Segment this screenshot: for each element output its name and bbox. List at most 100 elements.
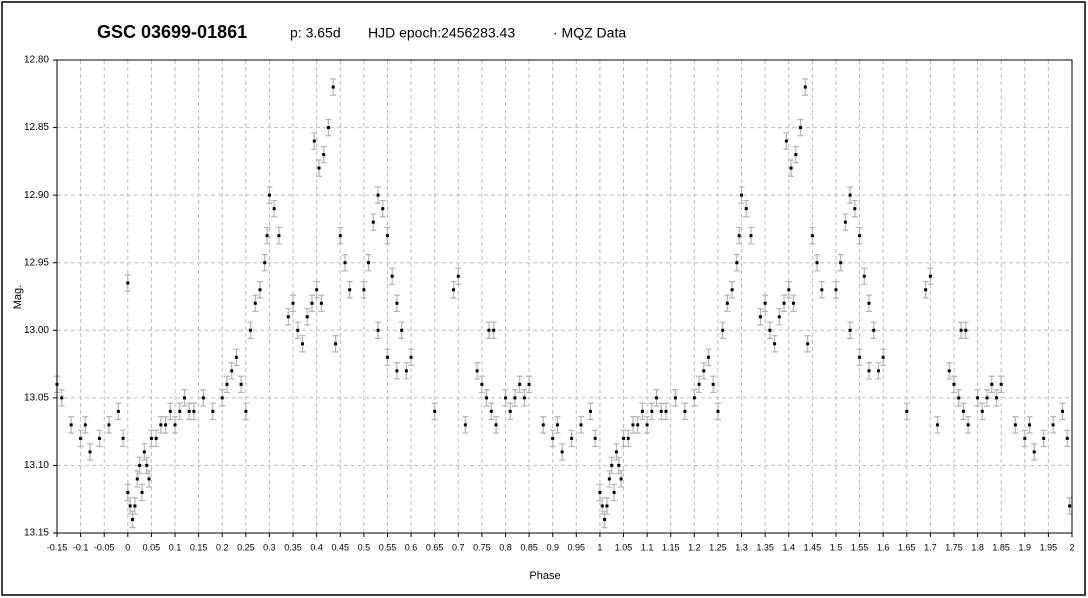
data-point	[961, 409, 965, 413]
x-tick-label: 1.5	[830, 542, 843, 552]
data-point	[806, 342, 810, 346]
data-point	[97, 436, 101, 440]
data-point	[773, 342, 777, 346]
data-point	[508, 409, 512, 413]
data-point	[69, 423, 73, 427]
data-point	[848, 193, 852, 197]
y-tick-label: 12.80	[24, 55, 49, 66]
data-point	[820, 288, 824, 292]
data-point	[791, 301, 795, 305]
data-point	[655, 396, 659, 400]
x-tick-label: -0.05	[94, 542, 115, 552]
data-point	[258, 288, 262, 292]
data-point	[201, 396, 205, 400]
data-point	[371, 220, 375, 224]
x-tick-label: 1.7	[924, 542, 937, 552]
data-point	[600, 504, 604, 508]
data-point	[272, 207, 276, 211]
data-point	[116, 409, 120, 413]
data-point	[749, 234, 753, 238]
x-tick-label: 1.8	[971, 542, 984, 552]
data-point	[881, 355, 885, 359]
data-point	[485, 396, 489, 400]
data-point	[588, 409, 592, 413]
x-tick-label: 0.85	[520, 542, 538, 552]
data-point	[149, 436, 153, 440]
y-tick-label: 13.05	[24, 392, 49, 403]
data-point	[1023, 436, 1027, 440]
data-point	[305, 315, 309, 319]
data-point	[494, 423, 498, 427]
data-point	[244, 409, 248, 413]
data-point	[777, 315, 781, 319]
data-point	[966, 423, 970, 427]
data-point	[128, 504, 132, 508]
data-point	[560, 450, 564, 454]
data-point	[138, 463, 142, 467]
data-point	[990, 382, 994, 386]
x-tick-label: 1.15	[662, 542, 680, 552]
data-point	[737, 234, 741, 238]
data-point	[326, 126, 330, 130]
data-point	[614, 450, 618, 454]
x-tick-label: 0.7	[452, 542, 465, 552]
x-tick-label: 0.15	[190, 542, 208, 552]
data-point	[1042, 436, 1046, 440]
data-point	[463, 423, 467, 427]
data-point	[768, 328, 772, 332]
data-point	[848, 328, 852, 332]
data-point	[142, 450, 146, 454]
data-point	[683, 409, 687, 413]
data-point	[121, 436, 125, 440]
data-point	[905, 409, 909, 413]
x-tick-label: 1.3	[735, 542, 748, 552]
data-point	[317, 166, 321, 170]
data-point	[872, 328, 876, 332]
data-point	[924, 288, 928, 292]
x-tick-label: 1.05	[615, 542, 633, 552]
data-point	[876, 369, 880, 373]
data-point	[1032, 450, 1036, 454]
x-tick-label: 1.6	[877, 542, 890, 552]
data-point	[173, 423, 177, 427]
data-point	[598, 490, 602, 494]
x-tick-label: 0	[125, 542, 130, 552]
data-point	[664, 409, 668, 413]
x-tick-label: 1.25	[709, 542, 727, 552]
data-point	[404, 369, 408, 373]
x-tick-label: 0.3	[263, 542, 276, 552]
data-point	[400, 328, 404, 332]
data-point	[570, 436, 574, 440]
data-point	[331, 85, 335, 89]
data-point	[957, 396, 961, 400]
data-point	[952, 382, 956, 386]
data-point	[721, 328, 725, 332]
data-point	[622, 436, 626, 440]
data-point	[610, 463, 614, 467]
data-point	[636, 423, 640, 427]
x-tick-label: 1.65	[898, 542, 916, 552]
data-point	[784, 139, 788, 143]
data-point	[789, 166, 793, 170]
data-point	[593, 436, 597, 440]
data-point	[725, 301, 729, 305]
data-point	[612, 490, 616, 494]
data-point	[976, 396, 980, 400]
data-point	[815, 261, 819, 265]
data-point	[267, 193, 271, 197]
data-point	[862, 274, 866, 278]
data-point	[716, 409, 720, 413]
data-point	[787, 288, 791, 292]
x-tick-label: 1.9	[1019, 542, 1032, 552]
data-point	[744, 207, 748, 211]
data-point	[541, 423, 545, 427]
data-point	[650, 409, 654, 413]
data-point	[126, 490, 130, 494]
data-point	[980, 409, 984, 413]
data-point	[239, 382, 243, 386]
data-point	[178, 409, 182, 413]
data-point	[673, 396, 677, 400]
data-point	[249, 328, 253, 332]
data-point	[211, 409, 215, 413]
